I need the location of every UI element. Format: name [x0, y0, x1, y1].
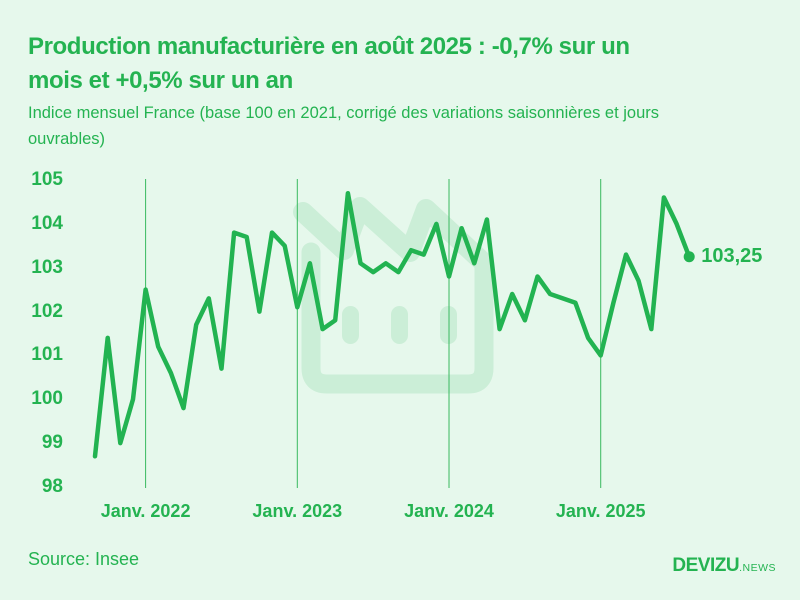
production-index-line [92, 190, 692, 459]
x-axis-label: Janv. 2025 [555, 501, 646, 521]
last-value-label: 103,25 [701, 244, 763, 267]
logo-main-text: DEVIZU [672, 555, 740, 576]
chart-subtitle: Indice mensuel France (base 100 en 2021,… [28, 100, 758, 152]
factory-window-icon [391, 306, 408, 344]
factory-window-icon [440, 306, 457, 344]
logo-suffix-text: .NEWS [739, 562, 776, 574]
last-point-dot [683, 251, 695, 263]
y-axis-label: 103 [31, 256, 63, 278]
factory-watermark-icon [293, 197, 494, 394]
x-axis-label: Janv. 2024 [404, 501, 494, 521]
factory-window-icon [342, 306, 359, 344]
y-axis-label: 104 [31, 212, 63, 234]
y-axis-label: 102 [31, 300, 63, 322]
title-line-1: Production manufacturière en août 2025 :… [28, 33, 630, 60]
y-axis-label: 101 [31, 344, 63, 366]
devizu-logo: DEVIZU .NEWS [672, 555, 776, 577]
gridlines [145, 179, 602, 488]
x-axis-label: Janv. 2023 [252, 501, 343, 521]
title-line-2: mois et +0,5% sur un an [28, 67, 293, 94]
x-axis-label: Janv. 2022 [100, 501, 191, 521]
source-credit: Source: Insee [28, 549, 140, 569]
y-axis-label: 99 [41, 432, 63, 454]
subtitle-line-1: Indice mensuel France (base 100 en 2021,… [28, 104, 660, 122]
page-title: Production manufacturière en août 2025 :… [28, 30, 758, 98]
subtitle-line-2: ouvrables) [28, 130, 106, 148]
y-axis-label: 98 [41, 475, 63, 497]
y-axis-label: 100 [31, 388, 63, 410]
y-axis-label: 105 [31, 169, 63, 190]
